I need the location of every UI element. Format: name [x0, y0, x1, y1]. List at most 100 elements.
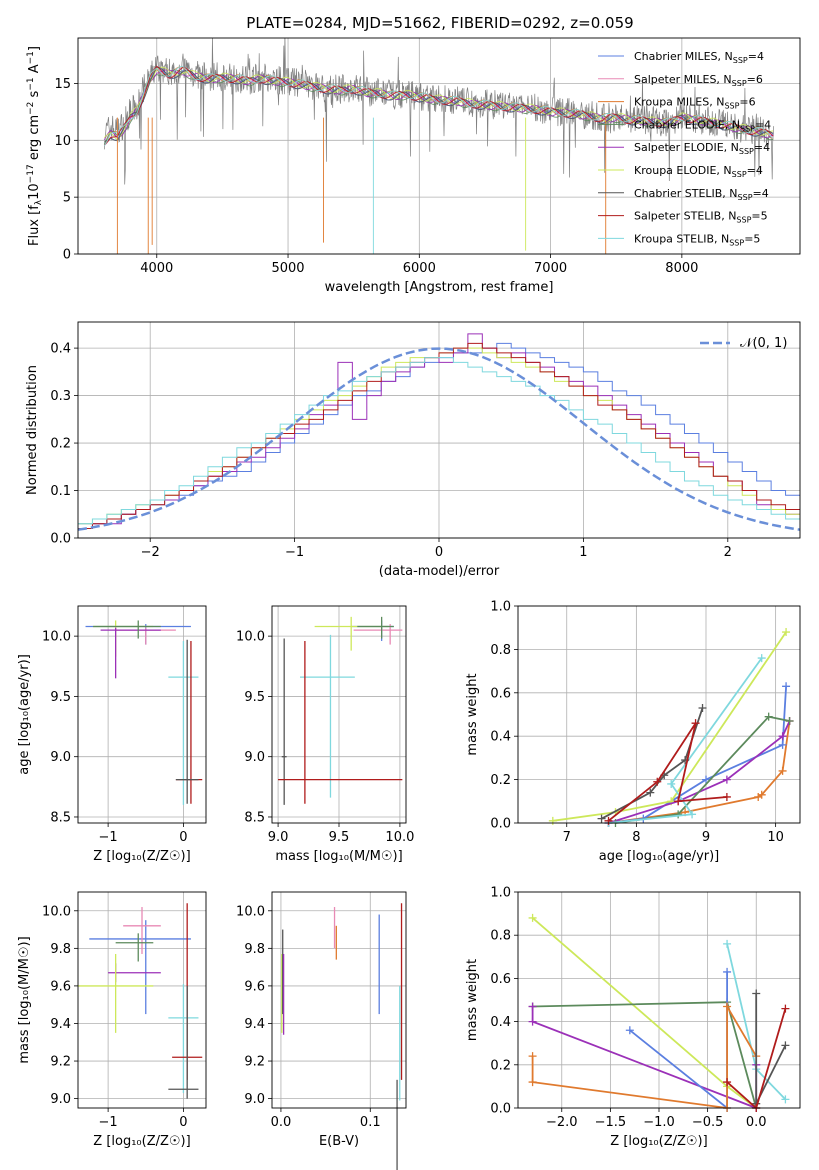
y-tick-label: 5 [63, 191, 71, 206]
weight-series-kroupa-elodie [548, 628, 791, 825]
errorbar-chabrier-stelib [281, 638, 287, 805]
legend-label: Salpeter STELIB, NSSP=5 [634, 210, 768, 225]
model-line-kroupa-stelib [103, 66, 774, 146]
weight-series-salpeter-stelib [604, 719, 731, 825]
x-tick-label: 10.0 [385, 830, 414, 845]
errorbar-kroupa-elodie [78, 953, 154, 1033]
weight-line [608, 720, 791, 824]
y-tick-label: 10 [54, 134, 71, 149]
y-tick-label: 0 [63, 248, 71, 263]
x-tick-label: 9 [702, 830, 710, 845]
weight-marker [722, 792, 731, 801]
weight-marker [528, 913, 537, 922]
legend-label: Chabrier MILES, NSSP=4 [634, 50, 764, 65]
weight-marker [778, 766, 787, 775]
weight-marker [781, 1095, 790, 1104]
errorbar-kroupa-stelib [300, 634, 355, 798]
weight-line [552, 631, 787, 822]
x-tick-label: 6000 [403, 261, 436, 276]
y-axis-label: age [log₁₀(age/yr)] [17, 654, 32, 775]
grid [518, 891, 800, 1109]
plot-area [77, 333, 801, 531]
x-axis-label: Z [log₁₀(Z/Z☉)] [93, 849, 190, 864]
errorbar-salpeter-miles [353, 624, 403, 645]
mass-weight-vs-metallicity-panel: −2.0 −1.5 −1.0 −0.5 0.0 0.0 0.2 0.4 0.6 0.8 1.0 Z [… [465, 886, 801, 1149]
x-tick-label: 0 [179, 830, 187, 845]
age-vs-metallicity-panel: −1 0 8.5 9.0 9.5 10.0 Z [log₁₀(Z/Z☉)] age [log₁… [17, 605, 207, 864]
legend-label: Chabrier STELIB, NSSP=4 [634, 187, 769, 202]
y-tick-label: 0.1 [50, 484, 71, 499]
x-tick-label: 0 [435, 545, 443, 560]
x-tick-label: −2 [141, 545, 160, 560]
figure-title: PLATE=0284, MJD=51662, FIBERID=0292, z=0… [246, 14, 633, 32]
x-axis-label: Z [log₁₀(Z/Z☉)] [93, 1134, 190, 1149]
weight-marker [653, 777, 662, 786]
y-tick-label: 0.2 [490, 1058, 511, 1073]
weight-marker [528, 1017, 537, 1026]
model-line-salpeter-stelib [104, 65, 774, 146]
x-axis-label: wavelength [Angstrom, rest frame] [325, 280, 554, 295]
axes-frame [517, 891, 801, 1109]
grid [518, 605, 800, 824]
x-tick-label: 8000 [665, 261, 698, 276]
x-axis-label: E(B-V) [319, 1134, 359, 1149]
x-tick-label: 5000 [271, 261, 304, 276]
y-tick-label: 9.0 [50, 750, 71, 765]
weight-series-chabrier-stelib [752, 989, 790, 1108]
x-axis-label: (data-model)/error [379, 564, 500, 579]
x-tick-label: 0 [179, 1115, 187, 1130]
weight-line [532, 917, 757, 1109]
errorbar-kroupa-stelib [168, 640, 199, 805]
x-tick-label: −2.0 [546, 1115, 578, 1130]
errorbar-chabrier-elodie [357, 616, 394, 639]
y-axis-label: mass [log₁₀(M/M☉)] [17, 936, 32, 1063]
x-tick-label: −1.0 [643, 1115, 675, 1130]
errorbar-salpeter-stelib [278, 640, 403, 804]
weight-marker [757, 790, 766, 799]
weight-marker [691, 719, 700, 728]
y-tick-label: 9.4 [50, 1017, 71, 1032]
weight-marker [674, 810, 683, 819]
x-tick-label: 9.0 [268, 830, 289, 845]
model-line-kroupa-elodie [103, 66, 774, 140]
y-tick-label: 10.0 [236, 630, 265, 645]
y-tick-label: 0.4 [490, 1015, 511, 1030]
weight-line [608, 657, 763, 824]
residual-histogram-panel: −2 −1 0 1 2 0.0 0.1 0.2 0.3 0.4 (data-model)/error… [25, 321, 801, 579]
x-tick-label: −1.5 [595, 1115, 627, 1130]
y-tick-label: 0.0 [50, 532, 71, 547]
weight-marker [528, 1078, 537, 1087]
weight-marker [757, 654, 766, 663]
axes-frame [271, 891, 407, 1109]
y-tick-label: 1.0 [490, 886, 511, 901]
weight-marker [604, 816, 613, 825]
legend-label: Kroupa MILES, NSSP=6 [634, 96, 756, 111]
mass-vs-ebv-panel: 0.0 0.1 9.0 9.2 9.4 9.6 9.8 10.0 E(B-V) [236, 891, 407, 1170]
weight-marker [597, 814, 606, 823]
legend-label: Salpeter MILES, NSSP=6 [634, 73, 763, 88]
y-tick-label: 9.6 [50, 979, 71, 994]
weight-marker [548, 816, 557, 825]
x-tick-label: −0.5 [692, 1115, 724, 1130]
grid [272, 892, 406, 1108]
weight-marker [698, 703, 707, 712]
weight-marker [667, 779, 676, 788]
histogram-kroupa-stelib [78, 357, 800, 525]
weight-marker [781, 1004, 790, 1013]
weight-marker [785, 717, 794, 726]
y-tick-label: 10.0 [42, 630, 71, 645]
y-tick-label: 0.4 [50, 342, 71, 357]
errorbar-chabrier-miles [89, 920, 191, 1015]
weight-marker [752, 989, 761, 998]
plot-area [78, 903, 203, 1099]
y-tick-label: 9.2 [50, 1055, 71, 1070]
y-tick-label: 10.0 [236, 904, 265, 919]
weight-marker [723, 1002, 732, 1011]
y-tick-label: 9.8 [50, 942, 71, 957]
normal-curve [77, 347, 801, 531]
y-tick-label: 9.0 [244, 750, 265, 765]
weight-marker [781, 1041, 790, 1050]
weight-marker [528, 1052, 537, 1061]
